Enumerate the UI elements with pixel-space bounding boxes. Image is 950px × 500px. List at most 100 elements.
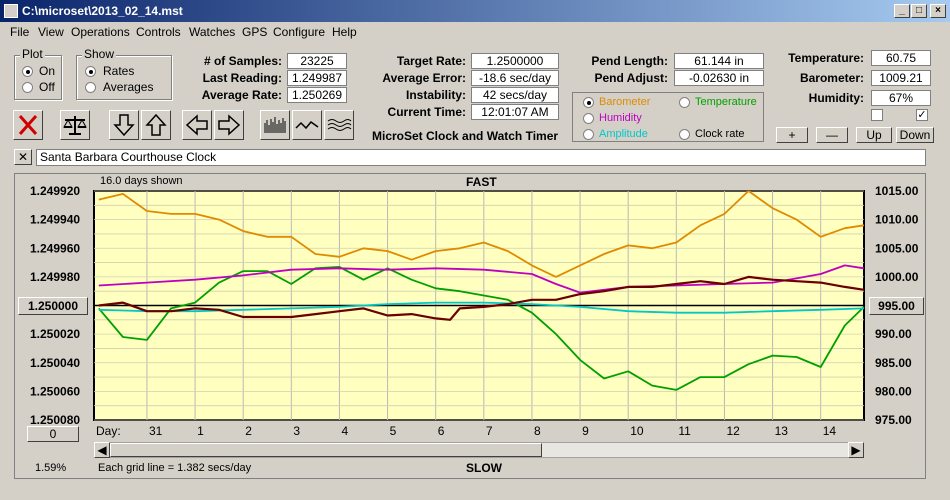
left-tick-label: 1.249940 — [30, 213, 80, 227]
close-x-button[interactable] — [13, 110, 43, 140]
bar-view-button[interactable] — [260, 110, 290, 140]
scale-minus-button[interactable]: — — [816, 127, 848, 143]
barometer-radio[interactable] — [583, 97, 594, 108]
samples-field: 23225 — [287, 53, 347, 69]
scroll-right-button[interactable]: ▶ — [848, 442, 864, 458]
arrow-down-icon — [113, 114, 135, 137]
menu-operations[interactable]: Operations — [71, 25, 130, 39]
show-averages-radio[interactable] — [85, 82, 96, 93]
maximize-icon[interactable]: □ — [911, 4, 927, 18]
scroll-left-button[interactable]: ◀ — [94, 442, 110, 458]
day-tick-label: 6 — [438, 424, 445, 438]
day-tick-label: 8 — [534, 424, 541, 438]
multi-wave-button[interactable] — [324, 110, 354, 140]
menu-help[interactable]: Help — [332, 25, 357, 39]
menu-gps[interactable]: GPS — [242, 25, 268, 39]
zero-button[interactable]: 0 — [27, 426, 79, 442]
scroll-thumb[interactable] — [110, 443, 542, 457]
pend-adjust-field: -0.02630 in — [674, 70, 764, 86]
amplitude-radio[interactable] — [583, 129, 594, 140]
plot-on-label: On — [39, 64, 56, 78]
app-caption: MicroSet Clock and Watch Timer — [372, 129, 559, 143]
current-time-label: Current Time: — [387, 105, 466, 119]
right-tick-label: 990.00 — [875, 327, 912, 341]
left-tick-label: 1.249920 — [30, 184, 80, 198]
percent-label: 1.59% — [35, 462, 67, 474]
move-down-button[interactable] — [109, 110, 139, 140]
right-tick-label: 1005.00 — [875, 241, 919, 255]
temperature-field: 60.75 — [871, 50, 931, 66]
series-humidity — [98, 264, 865, 294]
menu-file[interactable]: File — [10, 25, 30, 39]
move-left-button[interactable] — [182, 110, 212, 140]
day-tick-label: 2 — [245, 424, 252, 438]
left-axis-center-button[interactable]: 1.250000 — [18, 297, 88, 315]
day-tick-label: 10 — [630, 424, 644, 438]
menu-view[interactable]: View — [38, 25, 64, 39]
day-tick-label: 1 — [197, 424, 204, 438]
minimize-icon[interactable]: _ — [894, 4, 910, 18]
day-tick-label: 11 — [678, 424, 691, 438]
plot-group-label: Plot — [20, 47, 45, 61]
scale-down-button[interactable]: Down — [896, 127, 934, 143]
plot-off-radio[interactable] — [22, 82, 33, 93]
scale-plus-button[interactable]: + — [776, 127, 808, 143]
clock-name-input[interactable]: Santa Barbara Courthouse Clock — [36, 149, 926, 166]
target-rate-label: Target Rate: — [396, 54, 466, 68]
grid-note: Each grid line = 1.382 secs/day — [98, 462, 252, 474]
left-tick-label: 1.250080 — [30, 413, 80, 427]
day-tick-label: 9 — [582, 424, 589, 438]
line-wave-icon — [295, 120, 319, 130]
balance-button[interactable] — [60, 110, 90, 140]
balance-scale-icon — [63, 116, 87, 135]
pend-length-field: 61.144 in — [674, 53, 764, 69]
plot-off-label: Off — [39, 80, 55, 94]
right-tick-label: 985.00 — [875, 356, 912, 370]
humidity-option-label: Humidity — [599, 112, 642, 124]
series-barometer — [98, 190, 865, 278]
scale-up-button[interactable]: Up — [856, 127, 892, 143]
clock-rate-option-label: Clock rate — [695, 128, 745, 140]
show-rates-radio[interactable] — [85, 66, 96, 77]
bar-chart-icon — [264, 117, 286, 133]
multi-wave-icon — [327, 119, 352, 131]
average-rate-field: 1.250269 — [287, 87, 347, 103]
app-icon — [4, 4, 18, 18]
temperature-option-label: Temperature — [695, 96, 757, 108]
arrow-up-icon — [145, 113, 167, 136]
average-error-field: -18.6 sec/day — [471, 70, 559, 86]
window-title: C:\microset\2013_02_14.mst — [22, 4, 183, 18]
checkbox-2[interactable]: ✓ — [916, 109, 928, 121]
checkbox-1[interactable] — [871, 109, 883, 121]
left-tick-label: 1.250060 — [30, 384, 80, 398]
right-axis-center-button[interactable]: 995.00 — [869, 297, 924, 315]
close-icon[interactable]: × — [930, 4, 946, 18]
move-right-button[interactable] — [214, 110, 244, 140]
days-shown-label: 16.0 days shown — [100, 175, 183, 187]
samples-label: # of Samples: — [203, 54, 282, 68]
humidity-field: 67% — [871, 90, 931, 106]
clear-clock-button[interactable]: ✕ — [14, 149, 32, 165]
instability-field: 42 secs/day — [471, 87, 559, 103]
line-view-button[interactable] — [292, 110, 322, 140]
plot-on-radio[interactable] — [22, 66, 33, 77]
menu-controls[interactable]: Controls — [136, 25, 181, 39]
temperature-radio[interactable] — [679, 97, 690, 108]
left-tick-label: 1.249960 — [30, 241, 80, 255]
target-rate-field: 1.2500000 — [471, 53, 559, 69]
clear-x-icon: ✕ — [17, 150, 29, 164]
left-tick-label: 1.250020 — [30, 327, 80, 341]
series-clock-rate — [98, 275, 865, 321]
day-tick-label: 3 — [293, 424, 300, 438]
clock-rate-radio[interactable] — [679, 129, 690, 140]
menu-watches[interactable]: Watches — [189, 25, 236, 39]
menu-configure[interactable]: Configure — [273, 25, 326, 39]
move-up-button[interactable] — [141, 110, 171, 140]
humidity-radio[interactable] — [583, 113, 594, 124]
pend-length-label: Pend Length: — [591, 54, 668, 68]
last-reading-label: Last Reading: — [202, 71, 282, 85]
barometer-option-label: Barometer — [599, 96, 651, 108]
show-rates-label: Rates — [103, 64, 135, 78]
day-tick-label: 4 — [341, 424, 348, 438]
title-bar: C:\microset\2013_02_14.mst _ □ × — [0, 0, 950, 22]
